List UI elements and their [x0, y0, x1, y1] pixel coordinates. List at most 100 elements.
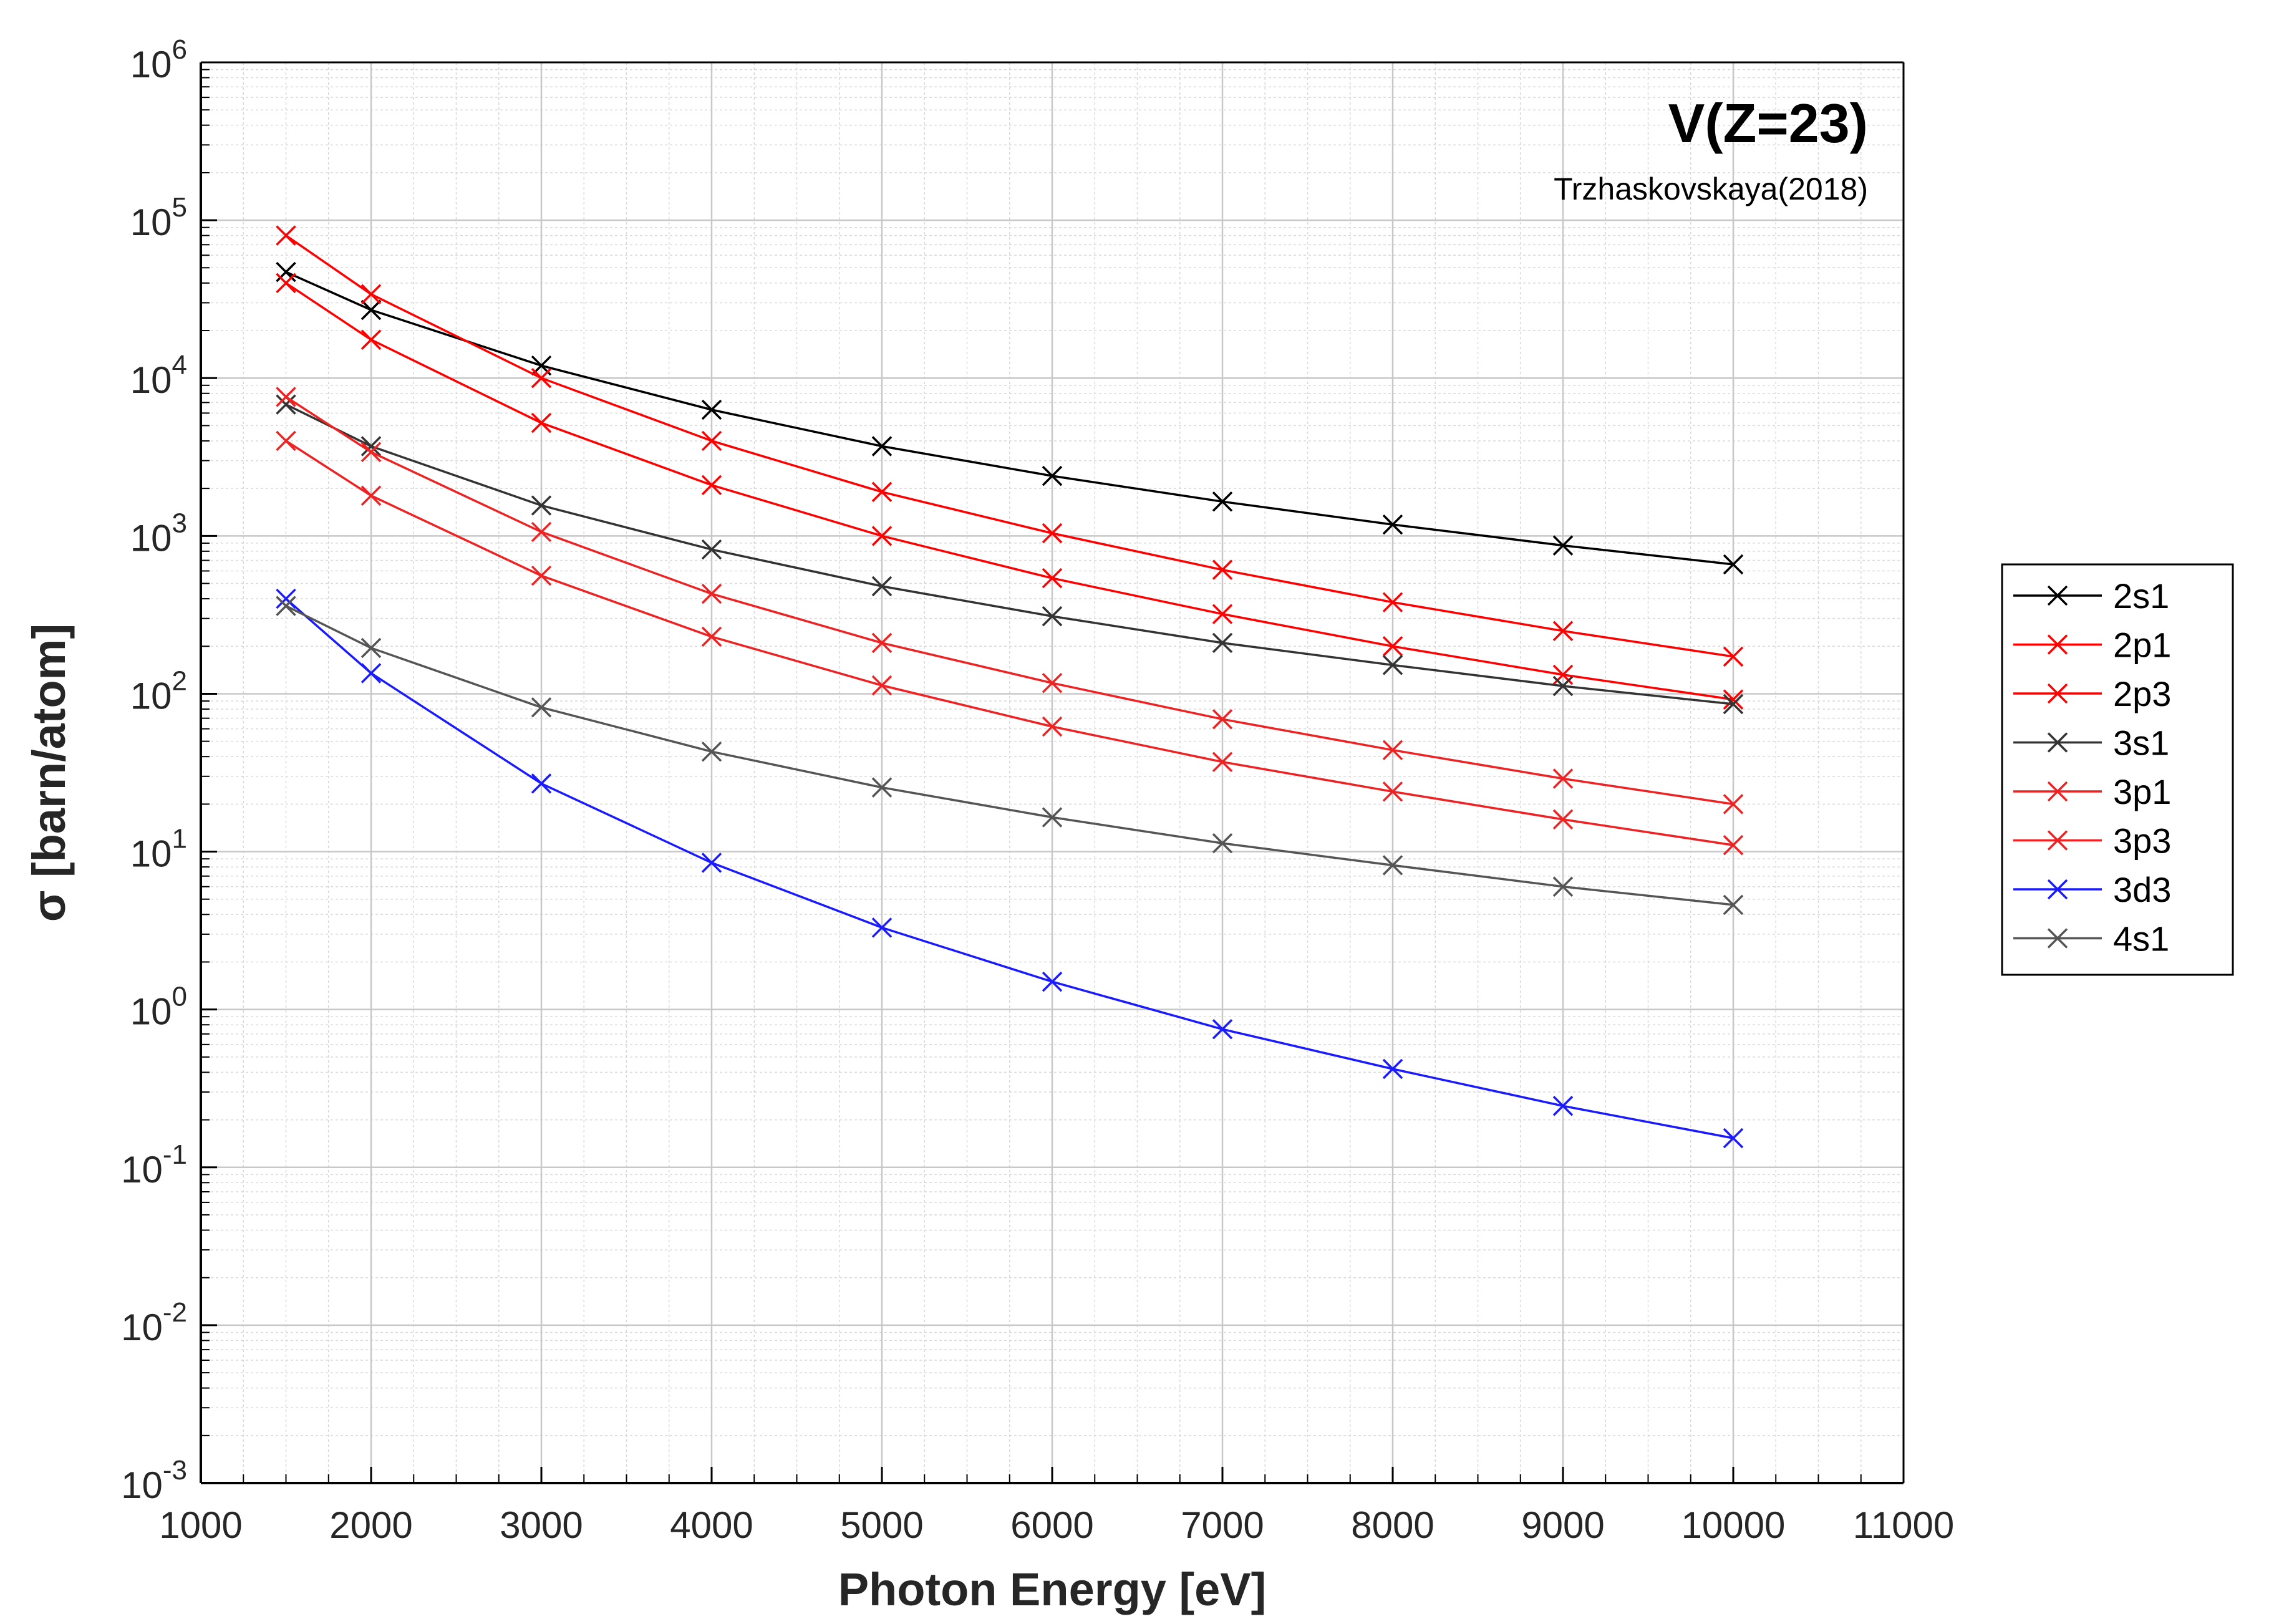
data-point-3d3 — [701, 853, 722, 873]
data-point-3d3 — [1723, 1128, 1744, 1149]
data-point-3s1 — [531, 495, 552, 516]
legend-label: 2s1 — [2113, 576, 2169, 616]
data-point-3p1 — [1552, 809, 1574, 830]
data-point-2p1 — [276, 273, 296, 294]
data-point-2p1 — [1382, 636, 1403, 657]
data-point-3p1 — [531, 565, 552, 586]
legend-item-2s1: 2s1 — [2013, 576, 2169, 616]
data-point-3d3 — [1212, 1019, 1233, 1040]
data-point-3p3 — [1212, 708, 1233, 730]
data-point-4s1 — [701, 741, 722, 762]
y-tick-label: 103 — [130, 508, 187, 559]
x-axis-label: Photon Energy [eV] — [838, 1564, 1267, 1615]
legend-label: 3p3 — [2113, 821, 2171, 861]
series-2p3 — [276, 225, 1744, 667]
data-point-3p3 — [701, 583, 722, 604]
x-tick-label: 9000 — [1521, 1504, 1604, 1546]
legend-swatch-marker — [2047, 683, 2068, 704]
data-point-3s1 — [1382, 655, 1403, 675]
data-point-4s1 — [531, 697, 552, 718]
data-point-3p3 — [1723, 794, 1744, 814]
legend-box — [2001, 563, 2234, 976]
y-tick-label: 102 — [130, 665, 187, 717]
series-line-3d3 — [285, 597, 1734, 1139]
x-tick-label: 7000 — [1181, 1504, 1264, 1546]
data-point-3d3 — [871, 917, 893, 938]
data-point-2p3 — [531, 367, 552, 389]
legend-item-3p1: 3p1 — [2013, 772, 2171, 811]
legend-item-2p1: 2p1 — [2013, 626, 2171, 665]
data-point-2p1 — [1042, 568, 1063, 589]
series-3p1 — [276, 430, 1744, 856]
data-point-3s1 — [360, 436, 382, 457]
series-line-2p3 — [285, 234, 1734, 658]
data-point-3p1 — [1382, 781, 1403, 802]
legend-swatch-marker — [2047, 928, 2068, 949]
data-point-2p3 — [1042, 523, 1063, 544]
legend-label: 2p1 — [2113, 626, 2171, 665]
legend-label: 3p1 — [2113, 772, 2171, 811]
series-3p3 — [276, 387, 1744, 814]
legend-label: 3s1 — [2113, 723, 2169, 763]
axis-ticks: 1000 2000 3000 4000 5000 6000 7000 8000 9000 1000… — [121, 34, 1954, 1546]
x-tick-label: 5000 — [840, 1504, 923, 1546]
data-point-3d3 — [1382, 1058, 1403, 1080]
x-tick-label: 1000 — [159, 1504, 242, 1546]
data-point-3s1 — [1212, 632, 1233, 654]
data-point-3p3 — [276, 387, 296, 407]
legend: 2s1 2p1 2p3 3s1 3p1 3p3 3d3 4s1 — [2001, 563, 2234, 976]
series-line-3s1 — [285, 404, 1734, 705]
legend-swatch-marker — [2047, 732, 2068, 753]
data-point-3d3 — [1042, 971, 1063, 992]
data-point-3d3 — [1552, 1096, 1574, 1116]
legend-swatch-marker — [2047, 879, 2068, 900]
data-point-3p1 — [1723, 834, 1744, 856]
x-tick-label: 6000 — [1010, 1504, 1093, 1546]
data-point-2s1 — [871, 436, 893, 457]
data-point-3p1 — [871, 675, 893, 696]
y-tick-label: 100 — [130, 982, 187, 1033]
data-point-2p3 — [1212, 559, 1233, 580]
legend-label: 3d3 — [2113, 870, 2171, 909]
data-point-3p3 — [360, 442, 382, 463]
data-point-3p1 — [276, 430, 296, 452]
data-point-2s1 — [701, 399, 722, 420]
y-tick-label: 10-2 — [121, 1297, 187, 1348]
data-point-4s1 — [360, 637, 382, 659]
data-point-2p3 — [360, 284, 382, 304]
data-point-3p3 — [531, 521, 552, 543]
data-point-2s1 — [1042, 465, 1063, 486]
data-point-4s1 — [871, 777, 893, 798]
data-point-3p3 — [871, 632, 893, 654]
data-point-4s1 — [1212, 833, 1233, 854]
data-point-2p1 — [701, 475, 722, 496]
legend-item-3p3: 3p3 — [2013, 821, 2171, 861]
data-point-2p3 — [871, 481, 893, 503]
data-point-2p1 — [871, 526, 893, 546]
data-point-3p1 — [1042, 716, 1063, 737]
data-point-2p1 — [531, 412, 552, 433]
legend-swatch-marker — [2047, 830, 2068, 851]
data-point-2p3 — [1723, 646, 1744, 667]
x-tick-label: 2000 — [329, 1504, 412, 1546]
x-tick-label: 8000 — [1351, 1504, 1434, 1546]
y-tick-label: 104 — [130, 350, 187, 401]
x-tick-label: 4000 — [670, 1504, 753, 1546]
data-point-3s1 — [1552, 675, 1574, 697]
data-point-3s1 — [276, 394, 296, 415]
x-tick-label: 11000 — [1853, 1504, 1954, 1546]
legend-label: 2p3 — [2113, 674, 2171, 713]
series-line-2s1 — [285, 271, 1734, 566]
data-point-3p1 — [360, 485, 382, 506]
data-point-2p3 — [701, 430, 722, 452]
series-2s1 — [276, 261, 1744, 575]
data-point-3d3 — [276, 588, 296, 609]
series-line-2p1 — [285, 282, 1734, 701]
data-point-3d3 — [531, 773, 552, 794]
legend-item-4s1: 4s1 — [2013, 919, 2169, 959]
data-point-3s1 — [1042, 606, 1063, 627]
y-tick-label: 10-1 — [121, 1139, 187, 1191]
legend-item-3d3: 3d3 — [2013, 870, 2171, 909]
data-point-2s1 — [1212, 491, 1233, 512]
